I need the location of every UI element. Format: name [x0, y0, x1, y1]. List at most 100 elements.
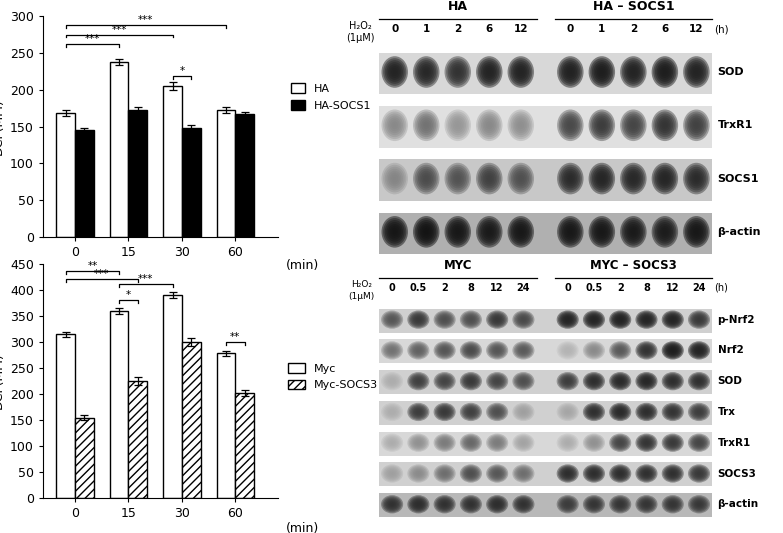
Text: HA: HA — [448, 0, 467, 13]
Ellipse shape — [565, 119, 576, 131]
Ellipse shape — [409, 496, 428, 512]
Ellipse shape — [476, 216, 503, 248]
Text: SOCS1: SOCS1 — [717, 174, 759, 183]
Ellipse shape — [630, 228, 637, 236]
Text: 0.5: 0.5 — [586, 283, 603, 293]
Ellipse shape — [688, 116, 705, 135]
Ellipse shape — [689, 496, 709, 512]
Ellipse shape — [592, 167, 612, 190]
Ellipse shape — [689, 465, 709, 481]
Ellipse shape — [586, 467, 602, 480]
Ellipse shape — [435, 312, 454, 328]
Text: 0: 0 — [567, 24, 574, 34]
Ellipse shape — [640, 437, 653, 448]
Ellipse shape — [640, 314, 653, 325]
Ellipse shape — [407, 341, 429, 360]
Ellipse shape — [688, 464, 710, 483]
Ellipse shape — [694, 377, 705, 386]
Ellipse shape — [514, 465, 533, 481]
Ellipse shape — [659, 64, 672, 80]
Text: SOD: SOD — [717, 67, 744, 77]
Bar — [379, 213, 713, 254]
Ellipse shape — [463, 374, 479, 388]
Ellipse shape — [615, 469, 626, 478]
Ellipse shape — [383, 218, 406, 246]
Ellipse shape — [511, 167, 531, 190]
Bar — [75, 417, 94, 498]
Ellipse shape — [669, 470, 677, 477]
Ellipse shape — [590, 501, 598, 508]
Ellipse shape — [595, 64, 608, 80]
Ellipse shape — [434, 434, 456, 452]
Ellipse shape — [615, 500, 626, 509]
Text: 6: 6 — [661, 24, 669, 34]
Ellipse shape — [660, 119, 669, 131]
Ellipse shape — [415, 165, 438, 192]
Ellipse shape — [691, 313, 707, 327]
Text: 6: 6 — [485, 24, 493, 34]
Ellipse shape — [413, 56, 439, 88]
Ellipse shape — [387, 315, 398, 324]
Bar — [128, 110, 147, 237]
Ellipse shape — [384, 167, 405, 190]
Ellipse shape — [414, 408, 423, 415]
Ellipse shape — [467, 378, 475, 385]
Ellipse shape — [589, 377, 600, 386]
Ellipse shape — [412, 345, 425, 356]
Ellipse shape — [463, 467, 479, 480]
Text: (min): (min) — [286, 522, 319, 533]
Ellipse shape — [611, 465, 630, 481]
Ellipse shape — [509, 218, 532, 246]
Ellipse shape — [640, 406, 653, 418]
Ellipse shape — [488, 465, 507, 481]
Ellipse shape — [519, 316, 528, 323]
Ellipse shape — [492, 315, 503, 324]
Ellipse shape — [418, 222, 435, 242]
Ellipse shape — [586, 374, 602, 388]
Ellipse shape — [410, 436, 427, 449]
Ellipse shape — [558, 465, 577, 481]
Ellipse shape — [514, 373, 533, 389]
Ellipse shape — [463, 344, 479, 357]
Ellipse shape — [667, 500, 678, 509]
Ellipse shape — [413, 163, 439, 195]
Ellipse shape — [448, 60, 467, 84]
Ellipse shape — [448, 167, 467, 190]
Ellipse shape — [609, 341, 631, 360]
Ellipse shape — [381, 464, 403, 483]
Ellipse shape — [629, 173, 638, 184]
Ellipse shape — [465, 500, 476, 509]
Text: 0.5: 0.5 — [410, 283, 427, 293]
Ellipse shape — [587, 406, 601, 418]
Ellipse shape — [383, 111, 406, 139]
Legend: Myc, Myc-SOCS3: Myc, Myc-SOCS3 — [288, 363, 378, 390]
Text: β-actin: β-actin — [717, 499, 759, 510]
Ellipse shape — [382, 465, 402, 481]
Ellipse shape — [615, 346, 626, 355]
Ellipse shape — [516, 173, 525, 184]
Ellipse shape — [413, 377, 424, 386]
Ellipse shape — [460, 311, 482, 329]
Ellipse shape — [564, 117, 577, 133]
Ellipse shape — [441, 378, 449, 385]
Ellipse shape — [612, 405, 629, 419]
Ellipse shape — [513, 169, 529, 189]
Ellipse shape — [611, 404, 630, 420]
Ellipse shape — [629, 226, 638, 238]
Ellipse shape — [461, 404, 481, 420]
Ellipse shape — [629, 119, 638, 131]
Text: 12: 12 — [490, 283, 504, 293]
Ellipse shape — [565, 66, 576, 78]
Ellipse shape — [637, 465, 656, 481]
Ellipse shape — [693, 228, 700, 236]
Ellipse shape — [384, 344, 400, 357]
Bar — [379, 309, 713, 333]
Ellipse shape — [626, 117, 640, 133]
Ellipse shape — [638, 497, 655, 511]
Ellipse shape — [559, 111, 582, 139]
Ellipse shape — [655, 60, 675, 84]
Text: (min): (min) — [286, 260, 319, 272]
Ellipse shape — [561, 60, 580, 84]
Ellipse shape — [595, 117, 608, 133]
Ellipse shape — [611, 373, 630, 389]
